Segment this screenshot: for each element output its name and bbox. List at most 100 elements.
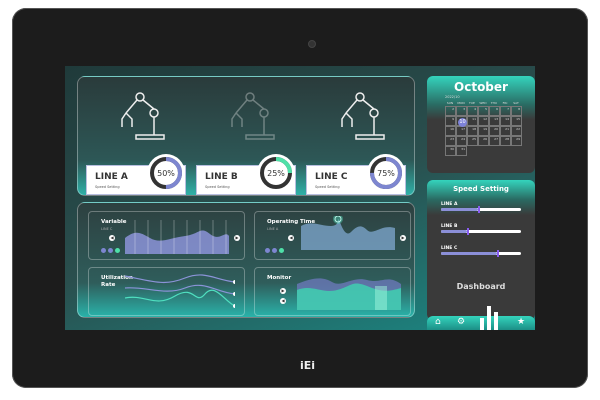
slider-thumb[interactable] xyxy=(477,206,480,213)
lines-card: LINE A Speed Setting 50% LINE B Speed Settin… xyxy=(77,76,415,196)
slider-track[interactable] xyxy=(441,250,521,257)
percent-gauge: 50% xyxy=(146,153,186,193)
calendar-day[interactable]: 5 xyxy=(478,106,489,116)
weekday-label: MON xyxy=(457,101,465,105)
line-name: LINE C xyxy=(315,172,348,182)
line-subtitle: Speed Setting xyxy=(205,185,230,189)
calendar-day[interactable]: 25 xyxy=(467,136,478,146)
calendar-day[interactable]: 31 xyxy=(456,146,467,156)
calendar-day[interactable]: 14 xyxy=(500,116,511,126)
calendar-day[interactable]: 21 xyxy=(500,126,511,136)
monitor-area-chart xyxy=(297,278,401,310)
calendar-month: October xyxy=(454,80,508,94)
speed-slider[interactable]: LINE C xyxy=(441,246,521,257)
speed-setting-title: Speed Setting xyxy=(453,185,509,193)
calendar-day[interactable]: 30 xyxy=(445,146,456,156)
speed-slider[interactable]: LINE B xyxy=(441,224,521,235)
gear-icon[interactable]: ⚙ xyxy=(457,317,466,327)
slider-thumb[interactable] xyxy=(497,250,499,257)
brand-logo: iEi xyxy=(300,359,316,372)
calendar-day[interactable]: 13 xyxy=(489,116,500,126)
legend-dot xyxy=(108,248,113,253)
calendar-day[interactable]: 19 xyxy=(478,126,489,136)
calendar-day[interactable]: 29 xyxy=(511,136,522,146)
legend-dot xyxy=(101,248,106,253)
gauge-label: 25% xyxy=(267,169,285,178)
calendar-day[interactable]: 9 xyxy=(445,116,456,126)
calendar-day[interactable]: 17 xyxy=(456,126,467,136)
weekday-label: SAT xyxy=(513,101,519,105)
calendar-day[interactable]: 20 xyxy=(489,126,500,136)
panel-title: Utilization Rate xyxy=(101,275,133,288)
dashboard-label: Dashboard xyxy=(456,282,506,291)
star-icon[interactable]: ★ xyxy=(517,317,526,327)
slider-track[interactable] xyxy=(441,206,521,213)
calendar-day[interactable]: 4 xyxy=(467,106,478,116)
panel-title: Monitor xyxy=(267,275,292,281)
operating-time-panel: Operating Time LINE A ◀ ▶ xyxy=(254,211,411,260)
calendar-year-month: 2022/10 xyxy=(445,95,460,99)
slider-thumb[interactable] xyxy=(467,228,470,235)
variable-area-chart xyxy=(125,220,229,254)
calendar-day[interactable]: 26 xyxy=(478,136,489,146)
calendar-day[interactable]: 28 xyxy=(500,136,511,146)
calendar-day[interactable]: 15 xyxy=(511,116,522,126)
line-subtitle: Speed Setting xyxy=(315,185,340,189)
calendar-grid: SUN MON TUE WED THU FRI SAT 2 3 4 5 6 7 8 9 10 11 12 13 14 1… xyxy=(445,101,522,156)
next-button[interactable]: ▶ xyxy=(234,235,240,241)
prev-button[interactable]: ◀ xyxy=(109,235,115,241)
calendar-day[interactable]: 7 xyxy=(500,106,511,116)
calendar-day[interactable]: 27 xyxy=(489,136,500,146)
camera xyxy=(308,40,316,48)
gauge-label: 50% xyxy=(157,169,175,178)
calendar-day[interactable]: 8 xyxy=(511,106,522,116)
slider-track[interactable] xyxy=(441,228,521,235)
slider-label: LINE C xyxy=(441,246,458,251)
robot-arm-icon xyxy=(121,92,165,140)
weekday-label: THU xyxy=(490,101,498,105)
charts-card: Variable LINE C ◀ ▶ Operating Time LINE … xyxy=(77,202,415,318)
calendar-day[interactable]: 12 xyxy=(478,116,489,126)
calendar-day[interactable]: 16 xyxy=(445,126,456,136)
percent-gauge: 75% xyxy=(366,153,406,193)
robot-arm-icon xyxy=(341,92,385,140)
calendar-day[interactable]: 18 xyxy=(467,126,478,136)
speed-setting-card: Speed Setting LINE A LINE B LINE C Dashboa… xyxy=(427,180,535,320)
weekday-label: FRI xyxy=(502,101,508,105)
calendar-day[interactable]: 23 xyxy=(445,136,456,146)
calendar-day[interactable]: 10 xyxy=(456,116,467,127)
line-subtitle: Speed Setting xyxy=(95,185,120,189)
percent-gauge: 25% xyxy=(256,153,296,193)
panel-subtitle: LINE A xyxy=(267,227,279,231)
operating-time-chart xyxy=(301,216,395,250)
legend-dot xyxy=(115,248,120,253)
calendar-day[interactable]: 6 xyxy=(489,106,500,116)
weekday-label: WED xyxy=(479,101,487,105)
prev-button[interactable]: ◀ xyxy=(288,235,294,241)
bar-chart-icon[interactable] xyxy=(479,306,501,330)
variable-panel: Variable LINE C ◀ ▶ xyxy=(88,211,245,260)
utilization-line-chart xyxy=(125,274,235,308)
bottom-nav: ⌂ ⚙ ★ xyxy=(427,306,535,330)
dashboard-screen: LINE A Speed Setting 50% LINE B Speed Settin… xyxy=(65,66,535,330)
slider-label: LINE A xyxy=(441,202,458,207)
panel-subtitle: LINE C xyxy=(101,227,113,231)
weekday-label: SUN xyxy=(446,101,454,105)
monitor-panel: Monitor ▶ ◀ xyxy=(254,267,411,316)
next-button[interactable]: ▶ xyxy=(280,288,286,294)
gauge-label: 75% xyxy=(377,169,395,178)
line-name: LINE B xyxy=(205,172,238,182)
today-marker: 10 xyxy=(458,118,467,127)
slider-label: LINE B xyxy=(441,224,458,229)
speed-slider[interactable]: LINE A xyxy=(441,202,521,213)
prev-button[interactable]: ◀ xyxy=(280,298,286,304)
calendar-day[interactable]: 3 xyxy=(456,106,467,116)
home-icon[interactable]: ⌂ xyxy=(435,317,441,327)
calendar-day[interactable]: 2 xyxy=(445,106,456,116)
calendar-day[interactable]: 24 xyxy=(456,136,467,146)
panel-title: Variable xyxy=(101,219,127,225)
panel-title: Operating Time xyxy=(267,219,316,225)
next-button[interactable]: ▶ xyxy=(400,235,406,241)
calendar-day[interactable]: 11 xyxy=(467,116,478,126)
calendar-day[interactable]: 22 xyxy=(511,126,522,136)
